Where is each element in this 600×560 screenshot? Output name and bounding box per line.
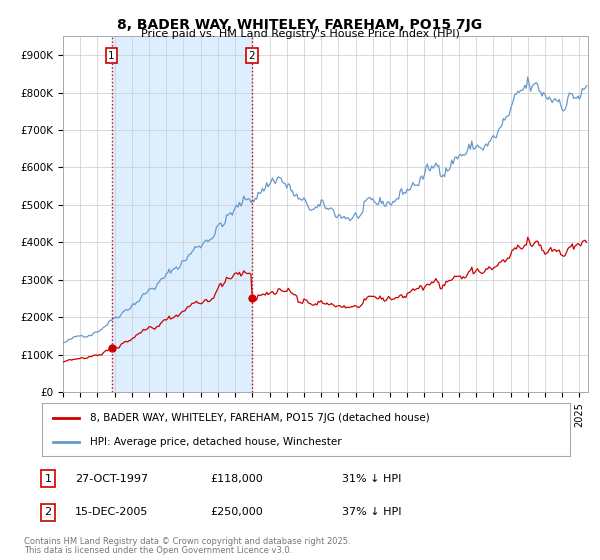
Text: 27-OCT-1997: 27-OCT-1997	[75, 474, 148, 484]
Text: HPI: Average price, detached house, Winchester: HPI: Average price, detached house, Winc…	[89, 436, 341, 446]
Text: 8, BADER WAY, WHITELEY, FAREHAM, PO15 7JG (detached house): 8, BADER WAY, WHITELEY, FAREHAM, PO15 7J…	[89, 413, 429, 423]
Bar	[112, 36, 251, 392]
Text: 2: 2	[44, 507, 52, 517]
Text: 31% ↓ HPI: 31% ↓ HPI	[342, 474, 401, 484]
Text: Contains HM Land Registry data © Crown copyright and database right 2025.: Contains HM Land Registry data © Crown c…	[24, 538, 350, 547]
Text: 37% ↓ HPI: 37% ↓ HPI	[342, 507, 401, 517]
Text: £118,000: £118,000	[210, 474, 263, 484]
Text: This data is licensed under the Open Government Licence v3.0.: This data is licensed under the Open Gov…	[24, 547, 292, 556]
Text: 1: 1	[44, 474, 52, 484]
Text: 2: 2	[248, 50, 255, 60]
Text: 15-DEC-2005: 15-DEC-2005	[75, 507, 148, 517]
Text: £250,000: £250,000	[210, 507, 263, 517]
Text: 8, BADER WAY, WHITELEY, FAREHAM, PO15 7JG: 8, BADER WAY, WHITELEY, FAREHAM, PO15 7J…	[118, 18, 482, 32]
Text: 1: 1	[108, 50, 115, 60]
Text: Price paid vs. HM Land Registry's House Price Index (HPI): Price paid vs. HM Land Registry's House …	[140, 29, 460, 39]
